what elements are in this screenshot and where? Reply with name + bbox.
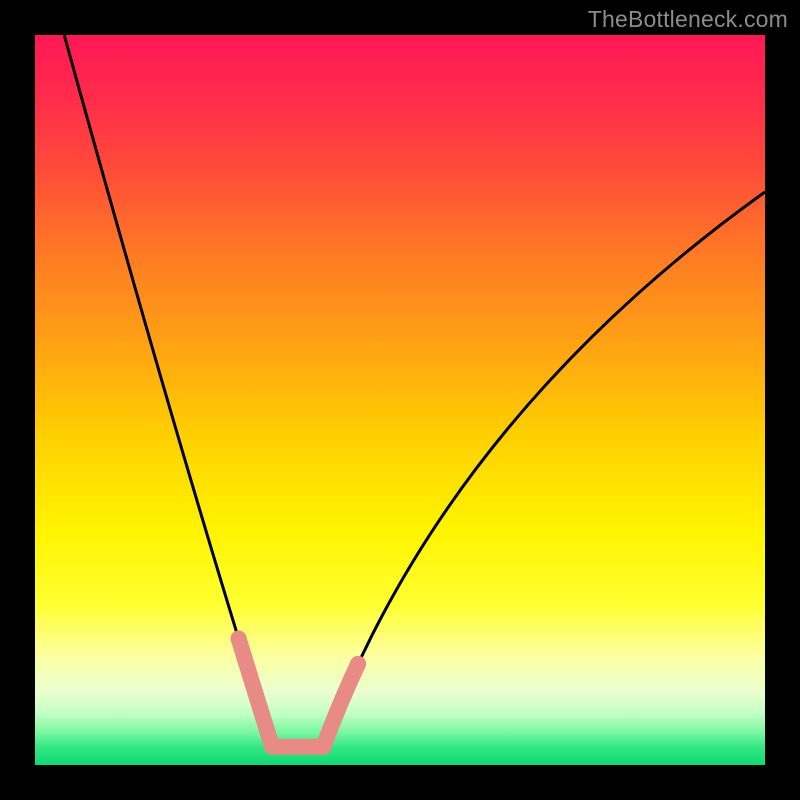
- marker-dot: [317, 736, 333, 752]
- marker-dot: [253, 702, 269, 718]
- marker-group: [231, 631, 366, 755]
- marker-dot: [323, 719, 339, 735]
- marker-dot: [329, 703, 345, 719]
- marker-dot: [242, 667, 258, 683]
- marker-dot: [343, 672, 359, 688]
- plot-area: [35, 35, 765, 765]
- marker-dot: [231, 631, 247, 647]
- marker-dot: [258, 719, 274, 735]
- curve-right-branch: [323, 192, 765, 747]
- chart-root: TheBottleneck.com: [0, 0, 800, 800]
- marker-dot: [236, 649, 252, 665]
- marker-dot: [247, 684, 263, 700]
- marker-dot: [336, 687, 352, 703]
- marker-dot: [350, 656, 366, 672]
- watermark-text: TheBottleneck.com: [588, 6, 788, 33]
- curve-layer: [35, 35, 765, 765]
